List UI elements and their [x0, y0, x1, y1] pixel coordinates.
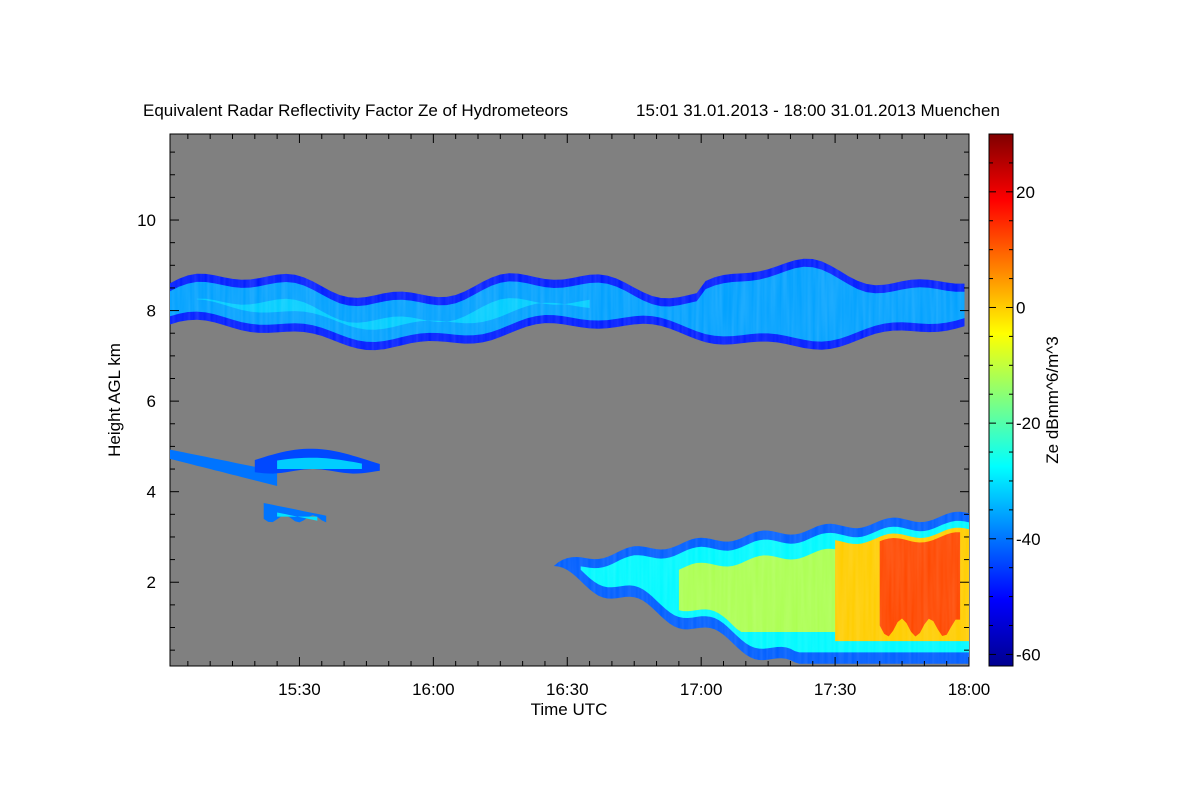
colorbar-tick-label: -60 [1016, 645, 1041, 664]
x-tick-label: 17:00 [680, 680, 723, 699]
precipitating-cloud [553, 511, 969, 664]
layer-edge [170, 449, 278, 486]
mid-level-layer [170, 448, 380, 523]
colorbar-tick-label: 20 [1016, 183, 1035, 202]
y-axis-label: Height AGL km [105, 343, 124, 457]
echo-layers [170, 258, 969, 664]
colorbar-tick-label: 0 [1016, 298, 1025, 317]
upper-cirrus-layer [170, 258, 965, 351]
x-tick-label: 16:00 [412, 680, 455, 699]
x-axis-label: Time UTC [531, 700, 608, 719]
x-tick-label: 15:30 [278, 680, 321, 699]
x-axis: 15:30 16:00 16:30 17:00 17:30 18:00 [187, 134, 991, 699]
colorbar-tick-label: -20 [1016, 414, 1041, 433]
y-tick-label: 4 [147, 483, 156, 502]
layer-core [277, 512, 318, 521]
colorbar [988, 133, 1014, 667]
x-tick-label: 17:30 [814, 680, 857, 699]
chart-subtitle: 15:01 31.01.2013 - 18:00 31.01.2013 Muen… [636, 101, 1000, 120]
x-tick-label: 18:00 [948, 680, 991, 699]
y-tick-label: 6 [147, 392, 156, 411]
colorbar-label: Ze dBmm^6/m^3 [1043, 336, 1062, 463]
layer-texture [553, 511, 969, 664]
layer-edge [263, 503, 327, 523]
colorbar-ticks: 20 0 -20 -40 -60 [989, 133, 1041, 664]
layer-core [277, 457, 362, 469]
y-tick-label: 8 [147, 302, 156, 321]
y-tick-label: 2 [147, 573, 156, 592]
y-tick-label: 10 [137, 211, 156, 230]
y-axis: 2 4 6 8 10 [137, 151, 969, 651]
layer-texture [170, 258, 965, 351]
chart-title: Equivalent Radar Reflectivity Factor Ze … [143, 101, 568, 120]
x-tick-label: 16:30 [546, 680, 589, 699]
colorbar-tick-label: -40 [1016, 530, 1041, 549]
